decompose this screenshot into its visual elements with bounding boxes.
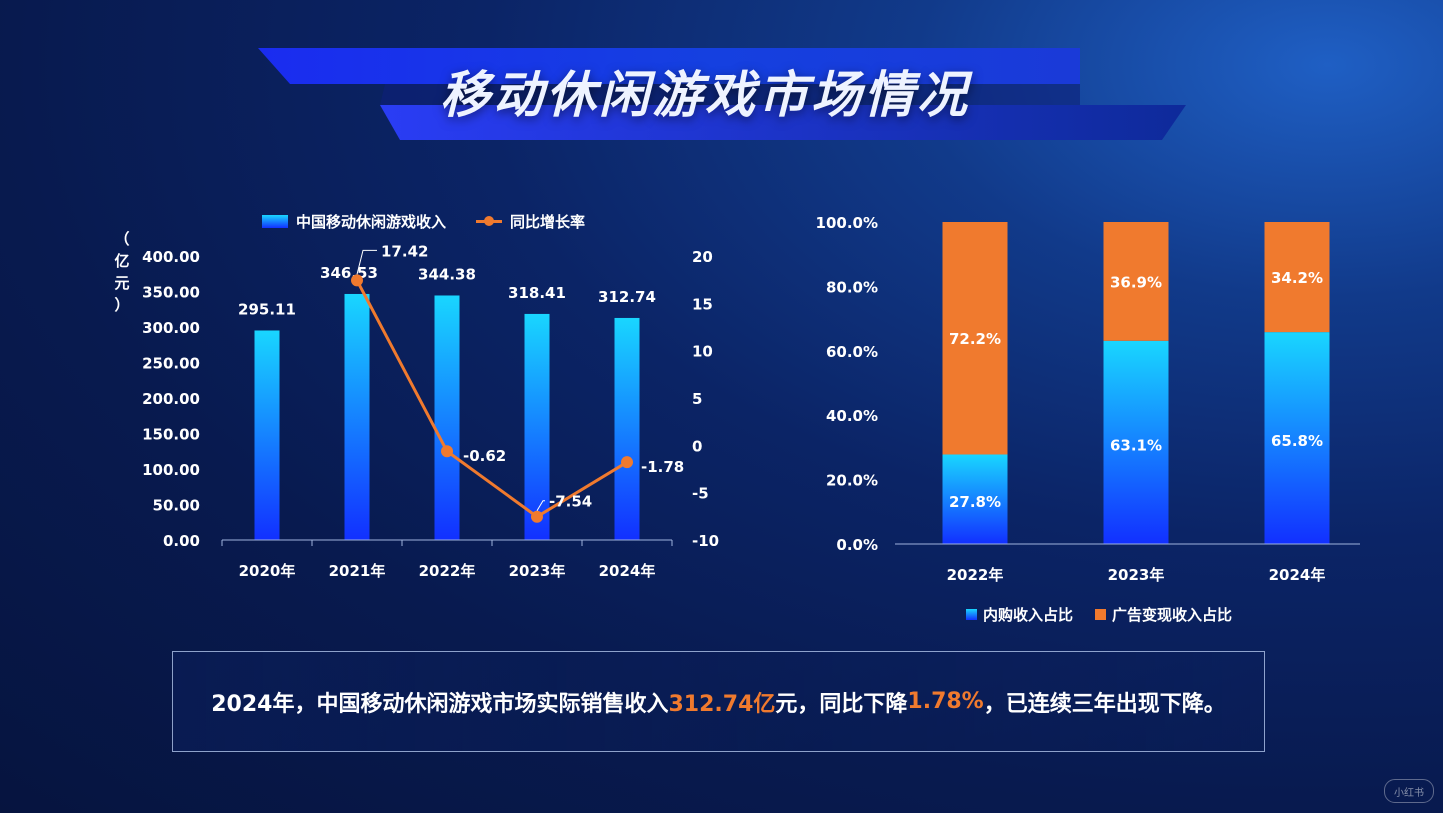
- legend-label-growth: 同比增长率: [510, 213, 586, 231]
- growth-point: [621, 456, 633, 469]
- legend-item-revenue: 中国移动休闲游戏收入: [262, 211, 446, 232]
- ads-share-label: 36.9%: [1110, 273, 1162, 291]
- revenue-bar: [434, 295, 460, 540]
- share-category-label: 2023年: [1108, 566, 1165, 584]
- right-y-tick-label: 15: [692, 295, 713, 313]
- left-axis-unit-char: ）: [114, 296, 129, 314]
- left-y-tick-label: 50.00: [153, 497, 200, 515]
- banner-top-stripe: [258, 48, 1080, 84]
- inapp-share-segment: [942, 454, 1008, 544]
- growth-leader-line: [356, 249, 377, 275]
- growth-point: [531, 510, 543, 523]
- left-axis-unit-char: （: [114, 230, 129, 248]
- share-y-tick-label: 0.0%: [836, 536, 878, 554]
- revenue-bar: [254, 330, 280, 540]
- category-label: 2022年: [419, 562, 476, 580]
- left-chart-legend: 中国移动休闲游戏收入 同比增长率: [262, 211, 615, 232]
- growth-value-label: -7.54: [549, 493, 592, 511]
- legend-bar-swatch: [262, 215, 288, 228]
- share-category-label: 2022年: [947, 566, 1004, 584]
- right-y-tick-label: -5: [692, 485, 709, 503]
- banner-bottom-stripe: [380, 105, 1186, 140]
- right-y-tick-label: 0: [692, 437, 702, 455]
- left-y-tick-label: 200.00: [142, 390, 200, 408]
- right-chart-legend: 内购收入占比 广告变现收入占比: [966, 604, 1262, 625]
- category-label: 2021年: [329, 562, 386, 580]
- right-y-tick-label: 5: [692, 390, 702, 408]
- revenue-bar: [614, 317, 640, 540]
- summary-suffix: ，已连续三年出现下降。: [983, 691, 1226, 717]
- left-y-tick-label: 0.00: [163, 532, 200, 550]
- title-banner: [0, 0, 1443, 160]
- summary-middle: 元，同比下降: [775, 691, 908, 717]
- inapp-share-segment: [1264, 332, 1330, 544]
- right-y-tick-label: -10: [692, 532, 719, 550]
- bar-value-label: 295.11: [238, 300, 296, 318]
- legend-item-growth: 同比增长率: [476, 211, 585, 232]
- legend-item-ads: 广告变现收入占比: [1095, 604, 1232, 625]
- summary-revenue: 312.74亿: [668, 691, 776, 717]
- legend-label-revenue: 中国移动休闲游戏收入: [296, 213, 447, 231]
- share-y-tick-label: 20.0%: [826, 472, 878, 490]
- left-y-tick-label: 250.00: [142, 355, 200, 373]
- page-title: 移动休闲游戏市场情况: [440, 66, 970, 124]
- ads-share-label: 34.2%: [1271, 269, 1323, 287]
- inapp-share-label: 63.1%: [1110, 436, 1162, 454]
- revenue-bar: [344, 293, 370, 540]
- summary-prefix: 2024年，中国移动休闲游戏市场实际销售收入: [211, 691, 669, 717]
- share-category-label: 2024年: [1269, 566, 1326, 584]
- inapp-share-segment: [1103, 340, 1169, 544]
- bar-value-label: 344.38: [418, 265, 476, 283]
- legend-line-swatch: [476, 215, 503, 228]
- left-y-tick-label: 150.00: [142, 426, 200, 444]
- left-y-tick-label: 300.00: [142, 319, 200, 337]
- revenue-share-chart: 0.0% 20.0% 40.0% 60.0% 80.0% 100.0% 2022年 2023…: [816, 214, 1360, 584]
- legend-item-inapp: 内购收入占比: [966, 604, 1073, 625]
- share-y-tick-label: 100.0%: [816, 214, 878, 232]
- summary-box: 2024年，中国移动休闲游戏市场实际销售收入 312.74亿 元，同比下降 1.78%…: [172, 651, 1265, 752]
- growth-point: [351, 274, 363, 287]
- watermark-logo: 小红书: [1384, 779, 1434, 803]
- left-y-tick-label: 350.00: [142, 284, 200, 302]
- right-y-tick-label: 10: [692, 343, 713, 361]
- share-y-tick-label: 40.0%: [826, 407, 878, 425]
- left-axis-unit-char: 元: [114, 274, 129, 292]
- left-y-tick-label: 100.00: [142, 461, 200, 479]
- category-label: 2023年: [509, 562, 566, 580]
- ads-share-segment: [1264, 222, 1330, 333]
- revenue-bar: [524, 313, 550, 540]
- growth-value-label: -0.62: [463, 447, 506, 465]
- share-y-tick-label: 60.0%: [826, 343, 878, 361]
- right-y-tick-label: 20: [692, 248, 713, 266]
- bar-value-label: 312.74: [598, 288, 656, 306]
- ads-share-segment: [942, 222, 1008, 455]
- bar-value-label: 346.53: [320, 264, 378, 282]
- inapp-share-label: 27.8%: [949, 493, 1001, 511]
- left-axis-unit-label: （ 亿元 ）: [114, 230, 129, 314]
- growth-value-label: 17.42: [381, 242, 428, 260]
- legend-label-ads: 广告变现收入占比: [1112, 606, 1233, 624]
- growth-rate-line: [355, 279, 628, 519]
- legend-label-inapp: 内购收入占比: [983, 606, 1074, 624]
- banner-shape: [258, 48, 1186, 140]
- left-axis-unit-char: 亿: [114, 252, 129, 270]
- left-y-tick-label: 400.00: [142, 248, 200, 266]
- inapp-share-label: 65.8%: [1271, 432, 1323, 450]
- summary-rate: 1.78%: [907, 689, 984, 714]
- legend-ads-swatch: [1095, 609, 1107, 620]
- legend-inapp-swatch: [966, 609, 977, 620]
- share-y-tick-label: 80.0%: [826, 278, 878, 296]
- ads-share-segment: [1103, 222, 1169, 341]
- growth-value-label: -1.78: [641, 458, 684, 476]
- category-label: 2020年: [239, 562, 296, 580]
- category-label: 2024年: [599, 562, 656, 580]
- growth-leader-line: [536, 500, 545, 511]
- bar-value-label: 318.41: [508, 284, 566, 302]
- growth-point: [441, 445, 453, 458]
- revenue-growth-chart: （亿元） （%） 0.0050.00100.00150.00200.00250.…: [114, 230, 719, 580]
- banner-middle: [380, 84, 1080, 105]
- ads-share-label: 72.2%: [949, 330, 1001, 348]
